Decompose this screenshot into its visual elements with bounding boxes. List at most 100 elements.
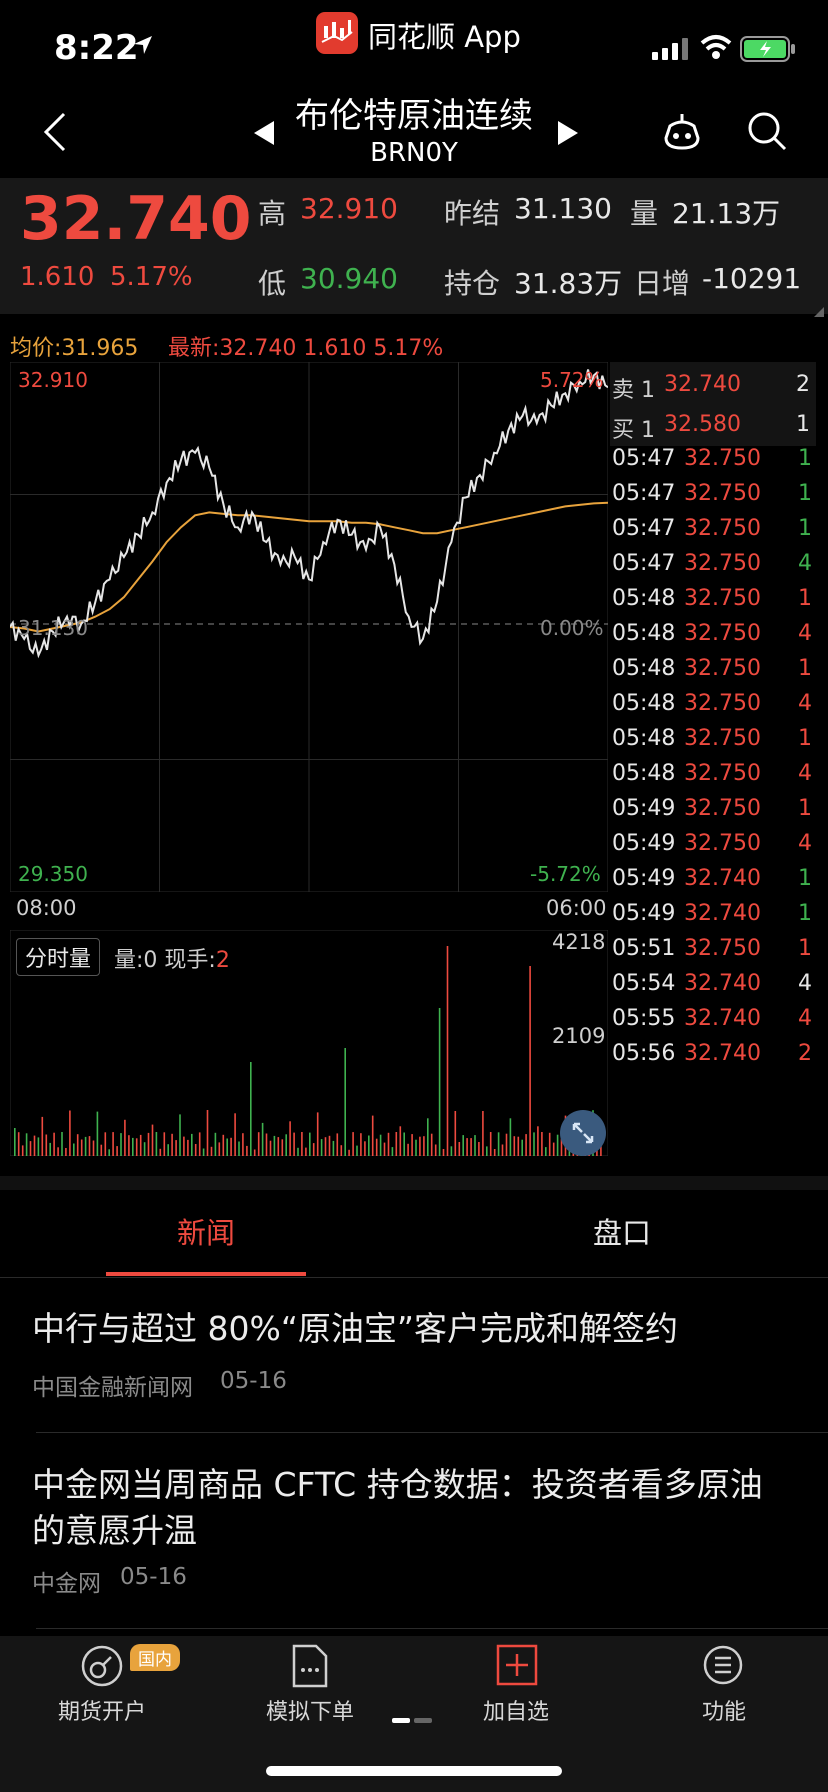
volume-bar [320,1139,323,1156]
search-icon[interactable] [746,110,788,156]
volume-bar [80,1139,83,1156]
simulated-order-label[interactable]: 模拟下单 [265,1700,354,1725]
low-value: 30.940 [300,262,398,295]
tab-order-book[interactable]: 盘口 [592,1216,651,1250]
volume-bar [430,1133,433,1156]
volume-type-tab[interactable]: 分时量 [16,938,101,976]
trade-row: 05:47 32.750 1 [612,446,816,481]
functions-label[interactable]: 功能 [701,1700,746,1725]
volume-label: 量 [630,197,659,230]
volume-bar [281,1139,284,1156]
volume-bar [14,1128,16,1156]
volume-bar [517,1136,520,1156]
trade-price: 32.740 [684,1006,761,1031]
next-contract-icon[interactable] [556,120,580,150]
sell1-price: 32.740 [664,372,741,397]
trade-row: 05:48 32.750 1 [612,586,816,621]
trade-list[interactable]: 05:47 32.750 1 05:47 32.750 1 05:47 32.750 1 05:4… [610,446,816,1156]
trade-row: 05:49 32.750 4 [612,831,816,866]
volume-bar [552,1142,555,1156]
vol-mid-label: 2109 [552,1024,606,1048]
volume-bar [69,1110,71,1156]
volume-bar [45,1134,48,1156]
tab-news[interactable]: 新闻 [176,1216,235,1250]
volume-bar [434,1144,437,1156]
robot-assistant-icon[interactable] [660,112,704,156]
sell1-volume: 2 [796,372,810,397]
volume-bar [37,1137,40,1156]
volume-bar [242,1133,244,1156]
volume-bar [273,1135,276,1156]
volume-bar [312,1143,315,1156]
volume-bar [124,1119,126,1156]
y-mid-pct: 0.00% [540,616,604,640]
trade-price: 32.750 [684,656,761,681]
trade-price: 32.750 [684,621,761,646]
trade-time: 05:51 [612,936,676,961]
intraday-chart-area[interactable] [0,322,828,1160]
trade-volume: 4 [798,621,812,646]
volume-bar [76,1134,79,1156]
news-item-title[interactable]: 中行与超过 80%“原油宝”客户完成和解签约 [32,1309,679,1348]
volume-bar [73,1143,75,1156]
volume-bar [120,1133,122,1156]
trade-time: 05:49 [612,866,676,891]
volume-bar [454,1111,457,1156]
trade-volume: 1 [798,796,812,821]
volume-bar [525,1134,527,1156]
volume-bar [159,1148,162,1156]
trade-price: 32.750 [684,586,761,611]
last-price: 32.740 [20,184,252,254]
volume-bar [92,1140,95,1156]
volume-bar [187,1139,189,1156]
volume-bar [328,1135,331,1156]
daily-inc-label: 日增 [634,267,691,300]
trade-row: 05:48 32.750 4 [612,621,816,656]
volume-bar [489,1132,492,1156]
contract-code: BRN0Y [370,138,458,168]
trade-time: 05:55 [612,1006,676,1031]
expand-chart-icon[interactable] [560,1110,606,1156]
back-chevron-icon[interactable] [40,112,70,156]
domestic-badge: 国内 [130,1644,180,1671]
volume-bar [265,1133,268,1156]
volume-bar [175,1140,177,1156]
account-opening-icon[interactable] [80,1644,124,1692]
app-return-label[interactable]: 同花顺 App [368,20,521,54]
news-item-title[interactable]: 中金网当周商品 CFTC 持仓数据：投资者看多原油的意愿升温 [32,1465,763,1550]
trade-time: 05:48 [612,621,676,646]
add-watchlist-label[interactable]: 加自选 [482,1700,549,1725]
trade-row: 05:51 32.750 1 [612,936,816,971]
account-opening-label[interactable]: 期货开户 [57,1700,146,1725]
volume-chart[interactable] [10,930,608,1156]
volume-bar [395,1132,398,1156]
volume-bar [336,1133,339,1156]
volume-bar [375,1138,378,1156]
previous-contract-icon[interactable] [252,120,276,150]
volume-bar [285,1134,287,1156]
tab-news-indicator [106,1272,306,1276]
functions-menu-icon[interactable] [702,1644,744,1690]
quote-panel [0,178,828,314]
trade-price: 32.750 [684,446,761,471]
volume-bar [234,1113,236,1156]
trade-volume: 1 [798,446,812,471]
add-watchlist-icon[interactable] [496,1644,538,1690]
vol-max-label: 4218 [552,930,606,954]
simulated-order-icon[interactable] [290,1644,330,1692]
volume-bar [446,946,449,1156]
current-hand: 2 [215,948,230,973]
order-book-head [610,362,816,446]
volume-bar [438,1008,441,1156]
trade-row: 05:49 32.740 1 [612,901,816,936]
trade-volume: 1 [798,936,812,961]
volume-bar [505,1133,508,1156]
volume-bar [407,1143,409,1156]
price-chart[interactable] [10,362,608,892]
trade-price: 32.750 [684,516,761,541]
volume-bar [155,1132,158,1156]
volume-info: 量:0 现手:2 [114,942,230,974]
price-change: 1.610 [20,262,95,292]
volume-bar [352,1132,354,1156]
volume-bar [301,1132,303,1156]
